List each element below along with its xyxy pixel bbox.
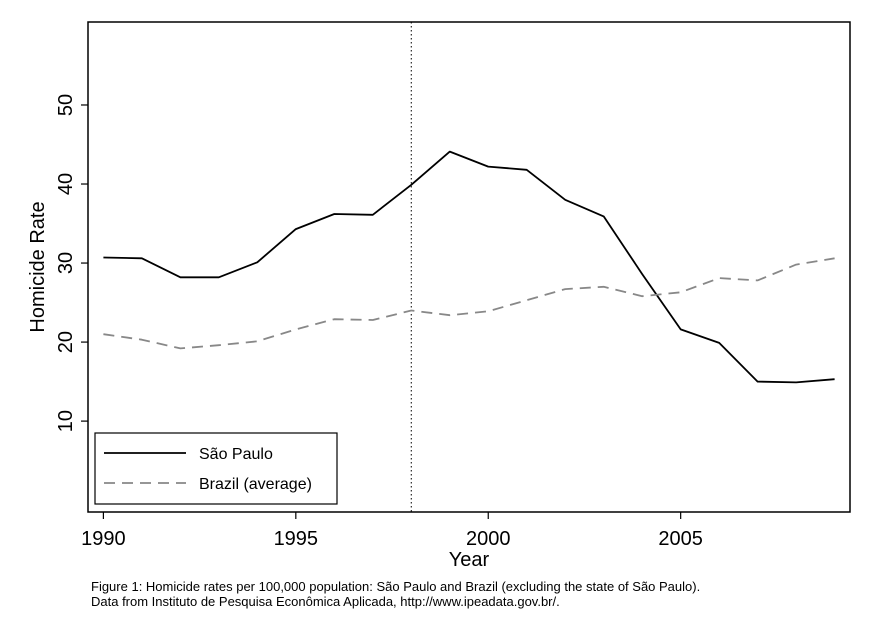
y-axis: 10 20 30 40 50: [55, 94, 88, 432]
x-axis-title: Year: [449, 549, 490, 571]
figure-caption-line-2: Data from Instituto de Pesquisa Econômic…: [91, 594, 560, 609]
series-line-sao-paulo: [103, 150, 835, 384]
y-tick-label: 50: [55, 94, 77, 116]
y-tick-label: 30: [55, 252, 77, 274]
x-tick-label: 2005: [658, 528, 703, 550]
x-tick-label: 1995: [274, 528, 319, 550]
legend-label-brazil: Brazil (average): [199, 476, 312, 493]
x-tick-label: 2000: [466, 528, 511, 550]
plot-frame: [87, 21, 851, 513]
x-tick-label: 1990: [81, 528, 126, 550]
series-group: [103, 150, 835, 384]
y-tick-label: 10: [55, 410, 77, 432]
y-tick-label: 20: [55, 331, 77, 353]
y-tick-label: 40: [55, 173, 77, 195]
legend-label-sao-paulo: São Paulo: [199, 446, 273, 463]
series-line-brazil-average: [103, 257, 835, 350]
legend: São Paulo Brazil (average): [94, 432, 338, 505]
legend-box: [94, 432, 338, 505]
y-axis-title: Homicide Rate: [27, 201, 49, 332]
x-axis: 1990 1995 2000 2005: [81, 512, 703, 550]
figure-caption-line-1: Figure 1: Homicide rates per 100,000 pop…: [91, 579, 701, 594]
line-chart: 10 20 30 40 50 1990 1995 2000 2005 São Paulo Br…: [27, 21, 851, 571]
